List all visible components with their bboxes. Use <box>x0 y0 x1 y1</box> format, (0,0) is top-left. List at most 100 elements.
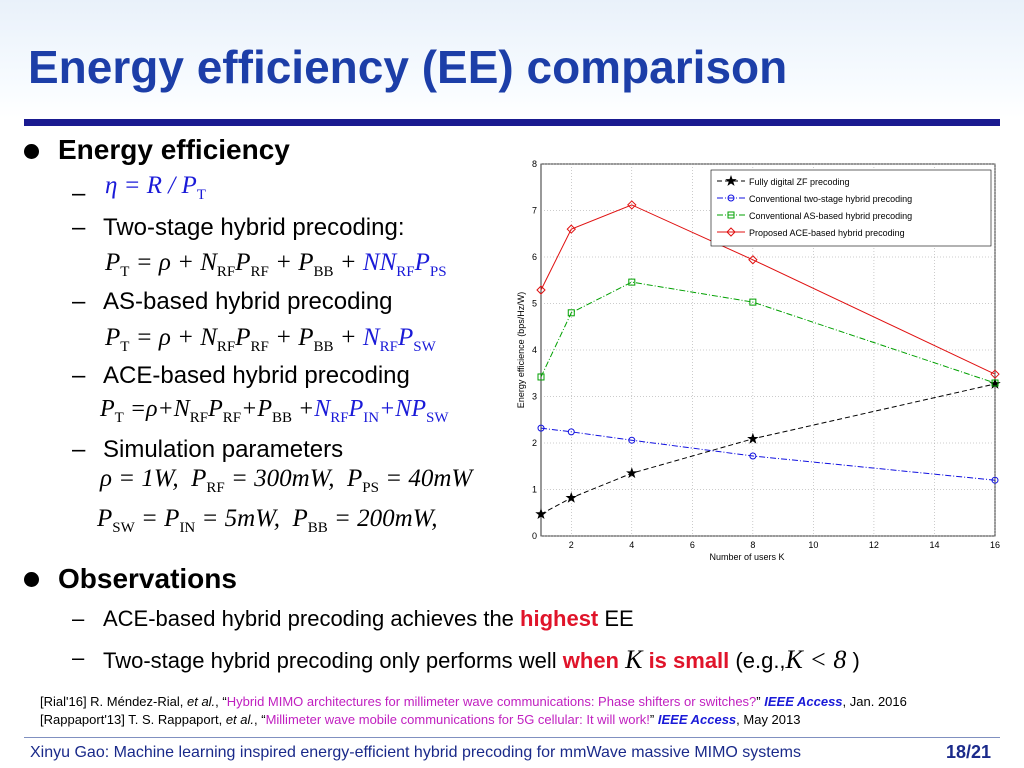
legend-marker <box>726 227 736 237</box>
y-tick-label: 6 <box>532 252 537 262</box>
text-run: IEEE Access <box>657 712 737 727</box>
x-tick-label: 12 <box>869 540 879 550</box>
subscript: IN <box>363 410 380 426</box>
text-run: , “ <box>215 694 227 709</box>
observation: ACE-based hybrid precoding achieves the … <box>103 606 634 632</box>
formula: ρ = 1W, PRF = 300mW, PPS = 40mW <box>100 465 472 497</box>
text-run: et al. <box>186 694 216 709</box>
dash: – <box>72 362 86 389</box>
text-run: , Jan. 2016 <box>842 694 907 709</box>
text-run: K < 8 <box>785 645 847 674</box>
formula: PT =ρ+NRFPRF+PBB +NRFPIN+NPSW <box>100 396 448 427</box>
x-tick-label: 4 <box>629 540 634 550</box>
subscript: T <box>120 264 130 280</box>
y-tick-label: 2 <box>532 438 537 448</box>
text-run: ” <box>649 712 658 727</box>
series-line <box>540 204 996 375</box>
dash: – <box>72 214 86 241</box>
text-run: , May 2013 <box>736 712 801 727</box>
dash: – <box>72 288 86 315</box>
text-run: P <box>105 324 121 351</box>
subscript: BB <box>307 520 328 536</box>
text-run: [Rial'16] R. Méndez-Rial, <box>40 694 187 709</box>
text-run: = 200mW, <box>327 505 438 532</box>
page-number: 18/21 <box>946 742 992 762</box>
marker <box>567 309 575 317</box>
marker <box>537 373 545 381</box>
text-run: is small <box>642 648 730 673</box>
footer-line <box>24 737 1000 738</box>
text-run: highest <box>520 606 599 631</box>
text-run: = ρ + N <box>129 324 217 351</box>
formula: PT = ρ + NRFPRF + PBB + NRFPSW <box>105 324 436 356</box>
observation: Two-stage hybrid precoding only performs… <box>103 645 860 675</box>
x-tick-label: 8 <box>750 540 755 550</box>
marker <box>990 369 1000 379</box>
x-tick-label: 6 <box>690 540 695 550</box>
text-run: = 40mW <box>378 465 473 492</box>
text-run: ACE-based hybrid precoding achieves the <box>103 606 521 631</box>
subscript: RF <box>206 480 225 496</box>
reference: [Rial'16] R. Méndez-Rial, et al., “Hybri… <box>40 694 907 709</box>
item-text: ACE-based hybrid precoding <box>103 362 410 389</box>
y-tick-label: 7 <box>532 206 537 216</box>
marker <box>749 452 757 460</box>
marker <box>536 285 546 295</box>
text-run: , “ <box>254 712 266 727</box>
subscript: IN <box>179 520 196 536</box>
subscript: RF <box>330 410 349 426</box>
text-run: =ρ+N <box>123 396 190 422</box>
series-line <box>540 281 996 384</box>
subscript: PS <box>362 480 379 496</box>
legend-label: Fully digital ZF precoding <box>749 177 850 187</box>
subscript: PS <box>429 264 447 280</box>
text-run: P <box>414 249 430 276</box>
legend-label: Conventional AS-based hybrid precoding <box>749 211 912 221</box>
marker <box>748 255 758 265</box>
text-run: = 5mW, P <box>195 505 308 532</box>
bullet <box>24 144 39 159</box>
legend-label: Proposed ACE-based hybrid precoding <box>749 228 905 238</box>
text-run: P <box>100 396 115 422</box>
x-tick-label: 2 <box>569 540 574 550</box>
footer-text: Xinyu Gao: Machine learning inspired ene… <box>30 744 801 761</box>
text-run: = P <box>134 505 180 532</box>
text-run: K <box>625 645 643 674</box>
reference: [Rappaport'13] T. S. Rappaport, et al., … <box>40 712 800 727</box>
series-line <box>540 427 996 481</box>
section-heading: Observations <box>58 563 237 594</box>
dash: – <box>72 606 85 631</box>
subscript: RF <box>222 410 242 426</box>
section-heading: Energy efficiency <box>58 134 290 165</box>
sky <box>0 0 1024 118</box>
marker <box>628 278 636 286</box>
text-run: P <box>348 396 364 422</box>
text-run: N <box>362 324 380 351</box>
marker <box>628 436 636 444</box>
text-run: P <box>397 324 414 351</box>
text-run: ” <box>756 694 765 709</box>
slide-title: Energy efficiency (EE) comparison <box>28 41 788 93</box>
bullet <box>24 572 39 587</box>
subscript: RF <box>216 264 236 280</box>
legend-marker <box>725 174 737 186</box>
dash: – <box>72 436 86 463</box>
subscript: RF <box>379 339 398 355</box>
text-run: et al. <box>225 712 254 727</box>
text-run: EE <box>598 606 634 631</box>
text-run: P <box>235 324 251 351</box>
text-run: +P <box>241 396 273 422</box>
subscript: RF <box>216 339 236 355</box>
text-run: Millimeter wave mobile communications fo… <box>265 712 650 727</box>
y-tick-label: 4 <box>532 345 537 355</box>
marker <box>535 508 547 520</box>
marker <box>627 200 637 210</box>
text-run: P <box>235 249 251 276</box>
text-run: when <box>562 648 626 673</box>
y-tick-label: 5 <box>532 299 537 309</box>
chart: Number of users K Energy efficience (bps… <box>516 159 1001 562</box>
text-run: + <box>292 396 315 422</box>
marker <box>747 432 759 444</box>
text-run: NN <box>362 249 397 276</box>
